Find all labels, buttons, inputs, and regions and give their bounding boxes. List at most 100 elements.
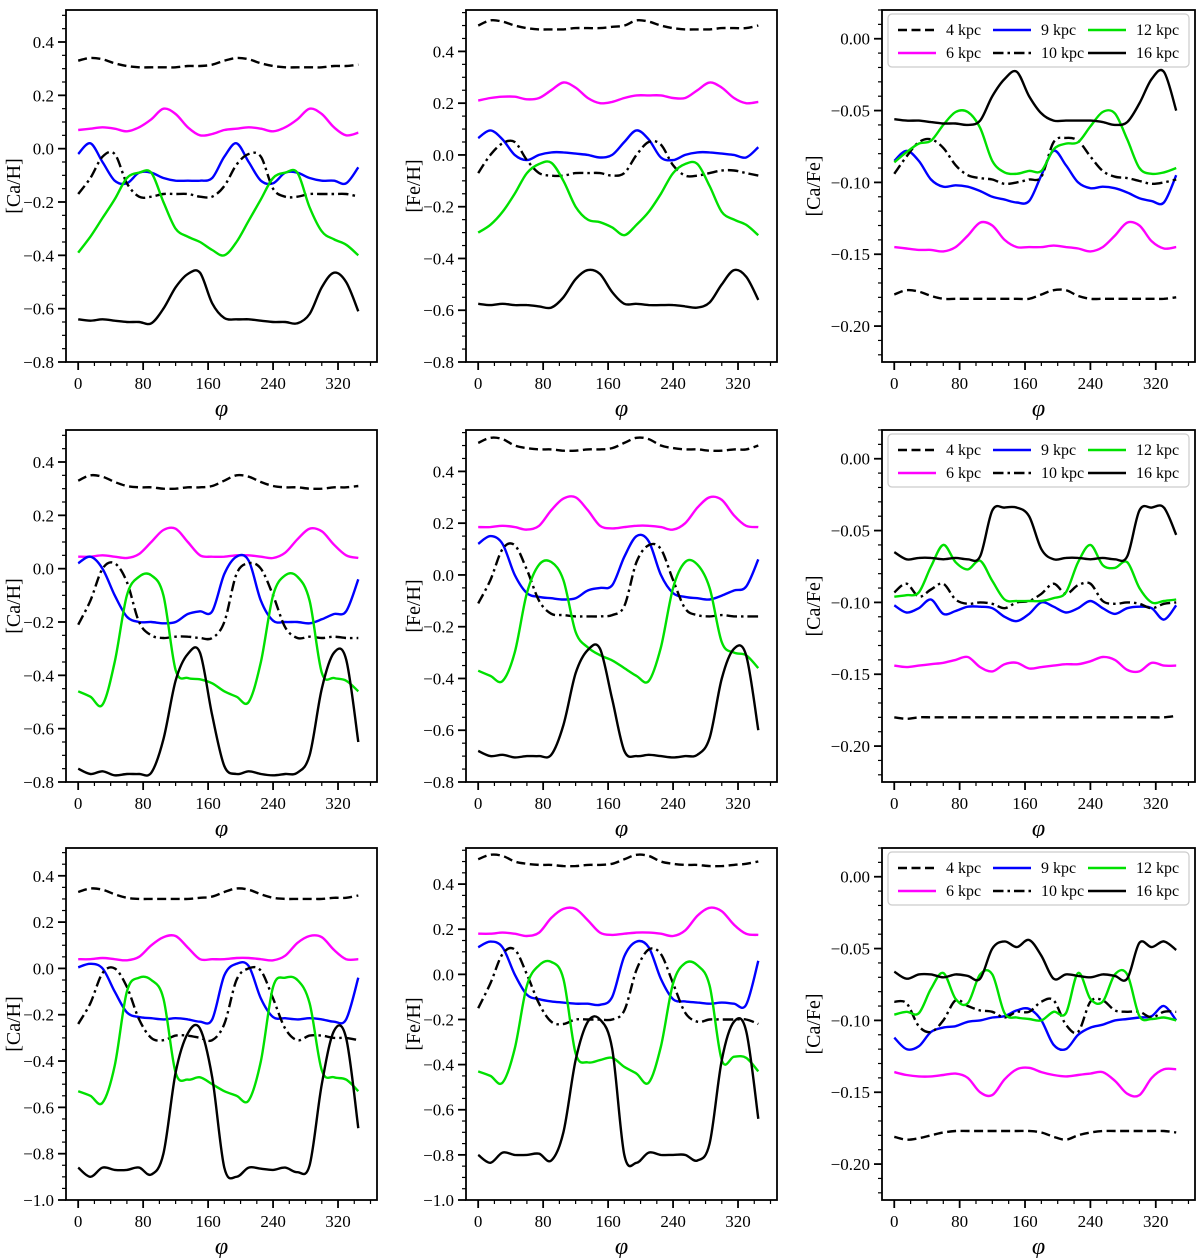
x-tick-label: 320 xyxy=(325,794,351,813)
y-tick-label: −0.6 xyxy=(23,300,54,319)
x-tick-label: 80 xyxy=(951,794,968,813)
x-tick-label: 160 xyxy=(1012,1212,1037,1231)
series-line-16-kpc xyxy=(478,268,760,310)
legend-label: 12 kpc xyxy=(1136,860,1179,877)
y-tick-label: 0.00 xyxy=(840,30,870,49)
x-tick-label: 160 xyxy=(195,374,221,393)
x-tick-label: 160 xyxy=(595,374,621,393)
series-line-6-kpc xyxy=(477,81,759,105)
x-axis-label: φ xyxy=(1032,1234,1045,1258)
series-line-9-kpc xyxy=(77,553,360,625)
y-tick-label: −0.2 xyxy=(423,198,454,217)
y-tick-label: 0.2 xyxy=(33,506,54,525)
y-tick-label: −0.2 xyxy=(423,618,454,637)
x-tick-label: 240 xyxy=(1078,1212,1104,1231)
x-tick-label: 160 xyxy=(595,1212,621,1231)
legend-label: 16 kpc xyxy=(1136,45,1179,62)
panel-r2c0: 0 80 160 240 320 0.4 0.2 0.0 −0.2 −0.4 −0.6 −0.8 −1.… xyxy=(0,838,400,1258)
legend-label: 10 kpc xyxy=(1041,465,1084,482)
legend-label: 6 kpc xyxy=(946,465,981,482)
x-tick-label: 80 xyxy=(535,794,552,813)
y-tick-label: −0.6 xyxy=(23,1098,54,1117)
x-tick-label: 0 xyxy=(74,374,83,393)
legend-label: 6 kpc xyxy=(946,45,981,62)
x-tick-label: 320 xyxy=(325,374,351,393)
series-line-4-kpc xyxy=(77,473,359,491)
y-axis-label: [Ca/Fe] xyxy=(803,575,825,636)
x-tick-label: 240 xyxy=(660,374,686,393)
series-line-6-kpc xyxy=(78,934,359,962)
x-tick-label: 0 xyxy=(74,794,83,813)
x-tick-label: 240 xyxy=(660,1212,686,1231)
x-tick-label: 160 xyxy=(1012,374,1037,393)
series-line-10-kpc xyxy=(477,139,759,178)
panel-r2c1: 0 80 160 240 320 0.4 0.2 0.0 −0.2 −0.4 −0.6 −0.8 −1.… xyxy=(400,838,800,1258)
y-axis-label: [Fe/H] xyxy=(403,579,425,632)
x-tick-label: 0 xyxy=(474,794,483,813)
series-line-10-kpc xyxy=(77,561,359,641)
chart-feh-row2: 0 80 160 240 320 0.4 0.2 0.0 −0.2 −0.4 −0.6 −0.8 [Fe… xyxy=(403,429,778,838)
y-axis-label: [Ca/H] xyxy=(3,158,25,214)
panel-r0c0: 0 80 160 240 320 0.4 0.2 0.0 −0.2 −0.4 −0.6 −0.8 [Ca… xyxy=(0,0,400,420)
legend-label: 10 kpc xyxy=(1041,883,1084,900)
series-line-16-kpc xyxy=(894,68,1178,127)
y-tick-label: −0.6 xyxy=(423,1101,454,1120)
legend-label: 6 kpc xyxy=(946,883,981,900)
y-tick-label: −0.15 xyxy=(831,1083,870,1102)
legend-label: 16 kpc xyxy=(1136,465,1179,482)
x-tick-label: 0 xyxy=(74,1212,83,1231)
series-line-4-kpc xyxy=(477,18,759,31)
y-tick-label: −0.6 xyxy=(423,301,454,320)
y-tick-label: −0.2 xyxy=(23,1006,54,1025)
y-tick-label: −0.4 xyxy=(23,666,54,685)
y-axis-label: [Fe/H] xyxy=(403,159,425,212)
y-tick-label: 0.2 xyxy=(433,514,454,533)
chart-cafe-row2: 0 80 160 240 320 0.00 −0.05 −0.10 −0.15 −0.20 [Ca/… xyxy=(803,429,1196,838)
y-axis-label: [Ca/H] xyxy=(3,578,25,634)
chart-cafe-row3: 0 80 160 240 320 0.00 −0.05 −0.10 −0.15 −0.20 [Ca/… xyxy=(803,847,1196,1258)
legend-label: 16 kpc xyxy=(1136,883,1179,900)
panel-r0c2: 0 80 160 240 320 0.00 −0.05 −0.10 −0.15 −0.20 [Ca/… xyxy=(800,0,1200,420)
x-axis-label: φ xyxy=(215,816,228,838)
y-tick-label: −0.6 xyxy=(23,720,54,739)
x-tick-label: 80 xyxy=(535,374,552,393)
y-tick-label: −0.6 xyxy=(423,721,454,740)
legend-label: 9 kpc xyxy=(1041,22,1076,39)
series-line-16-kpc xyxy=(477,1015,760,1168)
y-tick-label: 0.0 xyxy=(433,566,454,585)
x-tick-label: 160 xyxy=(195,794,221,813)
series-line-4-kpc xyxy=(894,714,1177,720)
y-tick-label: −0.10 xyxy=(831,1011,870,1030)
y-tick-label: −0.10 xyxy=(831,593,870,612)
x-tick-label: 80 xyxy=(951,374,968,393)
x-tick-label: 0 xyxy=(890,374,899,393)
y-tick-label: −0.8 xyxy=(23,1145,54,1164)
series-line-12-kpc xyxy=(477,160,760,237)
x-tick-label: 240 xyxy=(1078,794,1104,813)
y-tick-label: 0.2 xyxy=(433,920,454,939)
series-line-12-kpc xyxy=(477,558,760,684)
panel-r1c2: 0 80 160 240 320 0.00 −0.05 −0.10 −0.15 −0.20 [Ca/… xyxy=(800,420,1200,838)
series-line-6-kpc xyxy=(894,220,1177,253)
series-line-16-kpc xyxy=(893,938,1177,982)
series-line-6-kpc xyxy=(78,107,359,137)
y-tick-label: −0.4 xyxy=(423,1056,454,1075)
y-tick-label: −0.4 xyxy=(23,246,54,265)
x-tick-label: 160 xyxy=(195,1212,221,1231)
y-tick-label: 0.00 xyxy=(840,868,870,887)
x-axis-label: φ xyxy=(1032,396,1045,420)
series-line-4-kpc xyxy=(893,1129,1177,1141)
series-line-16-kpc xyxy=(78,269,360,326)
y-tick-label: 0.4 xyxy=(33,453,55,472)
legend-label: 12 kpc xyxy=(1136,442,1179,459)
panel-r2c2: 0 80 160 240 320 0.00 −0.05 −0.10 −0.15 −0.20 [Ca/… xyxy=(800,838,1200,1258)
y-tick-label: 0.4 xyxy=(433,462,455,481)
x-tick-label: 320 xyxy=(1143,1212,1169,1231)
series-line-16-kpc xyxy=(77,646,360,777)
series-line-10-kpc xyxy=(893,581,1177,610)
chart-cah-row3: 0 80 160 240 320 0.4 0.2 0.0 −0.2 −0.4 −0.6 −0.8 −1.… xyxy=(3,847,378,1258)
series-line-4-kpc xyxy=(77,887,359,901)
x-tick-label: 240 xyxy=(660,794,686,813)
y-tick-label: −0.8 xyxy=(423,353,454,372)
